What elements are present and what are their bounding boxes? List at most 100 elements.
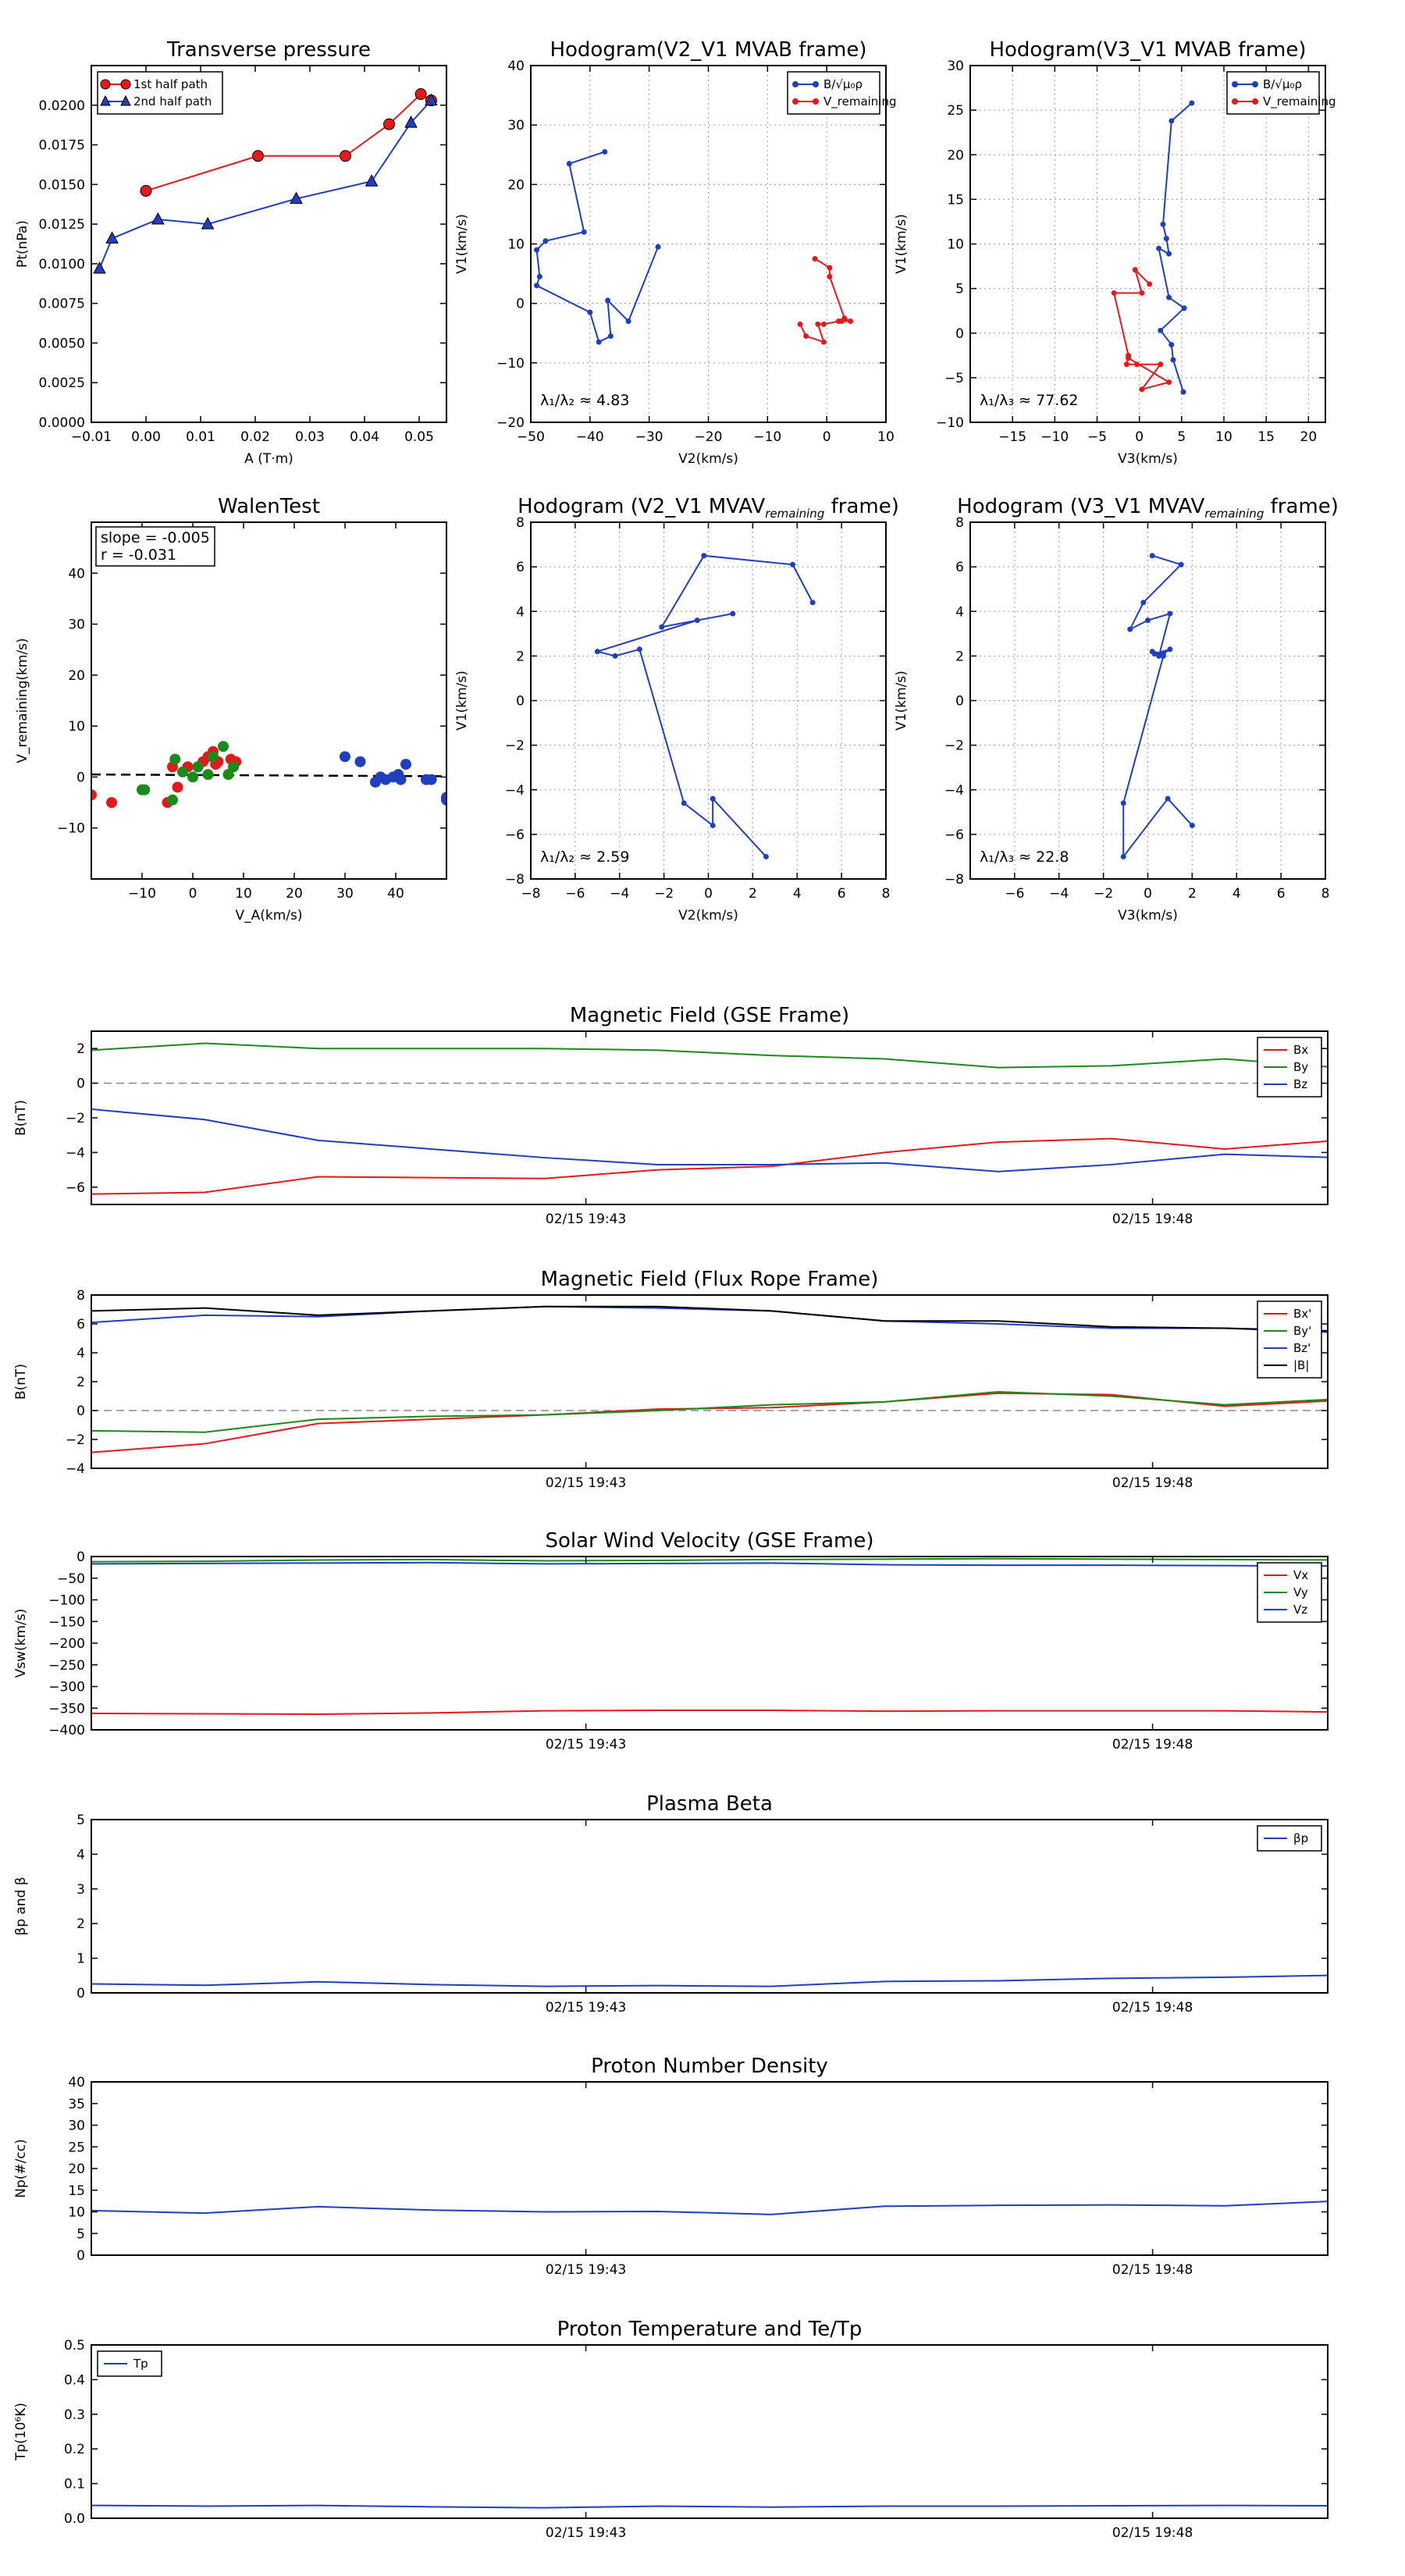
x-tick-label: 20 — [286, 886, 303, 902]
y-tick-label: 10 — [68, 2205, 85, 2221]
legend-label: Bx' — [1293, 1307, 1311, 1321]
data-point — [201, 217, 215, 229]
panel-title: Hodogram(V3_V1 MVAB frame) — [989, 38, 1306, 62]
data-point — [1149, 553, 1155, 559]
data-point — [605, 297, 611, 304]
y-tick-label: 5 — [76, 2226, 85, 2242]
y-tick-label: 3 — [76, 1882, 85, 1898]
axes-frame — [91, 2081, 1329, 2256]
y-axis-label: Vsw(km/s) — [13, 1609, 29, 1678]
x-tick-label: −40 — [576, 429, 604, 445]
axes-frame — [91, 1030, 1329, 1205]
y-tick-label: −8 — [505, 872, 525, 888]
series-line — [91, 1390, 1328, 1433]
y-tick-label: 25 — [68, 2140, 85, 2155]
legend-marker — [1232, 81, 1238, 87]
y-axis-label: B(nT) — [13, 1100, 29, 1136]
y-tick-label: 0 — [76, 1404, 85, 1419]
eigenvalue-ratio-annotation: λ₁/λ₃ ≈ 77.62 — [980, 392, 1079, 409]
x-tick-label: 6 — [1277, 886, 1286, 902]
data-layer — [91, 1974, 1328, 1987]
axes-frame — [91, 1819, 1329, 1994]
legend-label: By — [1293, 1060, 1308, 1074]
x-axis-label: V2(km/s) — [678, 908, 738, 923]
y-tick-label: 35 — [68, 2097, 85, 2112]
legend-marker — [100, 79, 111, 90]
x-tick-label: 02/15 19:43 — [546, 2262, 626, 2278]
y-tick-label: 0.5 — [64, 2338, 85, 2354]
y-axis-label: βp and β — [13, 1877, 29, 1935]
y-tick-label: 2 — [516, 649, 525, 664]
panel-title-main: Magnetic Field (Flux Rope Frame) — [541, 1268, 879, 1291]
x-tick-label: 02/15 19:48 — [1112, 2525, 1193, 2541]
data-point — [809, 600, 816, 606]
y-tick-label: 40 — [68, 2075, 85, 2090]
data-point — [140, 184, 152, 197]
legend-label: Vx — [1293, 1568, 1308, 1582]
series-line — [91, 1557, 1328, 1563]
data-point — [1158, 327, 1164, 333]
axes-frame — [91, 2344, 1329, 2519]
data-point — [710, 822, 716, 828]
data-point — [581, 229, 587, 235]
data-point — [790, 561, 796, 568]
y-tick-label: 30 — [507, 118, 525, 133]
data-point — [612, 653, 618, 659]
legend-label: |B| — [1293, 1358, 1309, 1372]
legend-marker — [792, 98, 799, 105]
x-tick-label: 0.03 — [295, 429, 325, 445]
data-point — [172, 781, 183, 793]
x-tick-label: −20 — [695, 429, 723, 445]
data-point — [1165, 795, 1171, 802]
legend-marker — [813, 81, 819, 87]
x-tick-label: 02/15 19:43 — [546, 2525, 626, 2541]
data-point — [228, 761, 239, 773]
y-axis-label: Np(#/cc) — [13, 2139, 29, 2197]
x-tick-label: 6 — [838, 886, 846, 902]
y-tick-label: −4 — [944, 783, 964, 799]
data-point — [625, 318, 631, 325]
data-point — [1158, 361, 1164, 368]
panel-title-main: WalenTest — [218, 495, 320, 518]
panel-mag_gse: 02/15 19:43 02/15 19:48 −6 −4 −2 0 2 Magnetic F… — [13, 1004, 1329, 1227]
y-tick-label: 5 — [76, 1813, 85, 1828]
axes-frame — [91, 65, 447, 423]
y-tick-label: −4 — [66, 1145, 85, 1161]
y-tick-label: 1 — [76, 1952, 85, 1967]
panel-title-main: Proton Number Density — [591, 2055, 828, 2078]
y-tick-label: 20 — [947, 148, 964, 163]
data-point — [594, 649, 600, 655]
data-point — [1180, 389, 1186, 395]
panel-title: Hodogram (V2_V1 MVAVremaining frame) — [518, 495, 899, 521]
data-point — [596, 339, 602, 345]
data-point — [763, 853, 769, 859]
x-tick-label: 0 — [189, 886, 197, 902]
data-layer — [1120, 553, 1195, 859]
legend-label: 1st half path — [133, 77, 208, 91]
y-tick-label: 0.0000 — [39, 415, 85, 431]
y-tick-label: 4 — [76, 1346, 85, 1361]
series-line — [91, 1392, 1328, 1453]
panel-title-main: Solar Wind Velocity (GSE Frame) — [545, 1529, 873, 1553]
legend-label: Vy — [1293, 1585, 1308, 1599]
series-line — [91, 1305, 1328, 1333]
legend-label: βp — [1293, 1831, 1308, 1845]
x-tick-label: −15 — [998, 429, 1026, 445]
y-tick-label: 25 — [947, 103, 964, 119]
data-point — [365, 174, 379, 187]
x-tick-label: 0.01 — [186, 429, 215, 445]
x-tick-label: 02/15 19:43 — [546, 1475, 626, 1491]
x-tick-label: 0.05 — [404, 429, 434, 445]
x-tick-label: 02/15 19:43 — [546, 2000, 626, 2016]
x-tick-label: 0.04 — [350, 429, 379, 445]
panel-title: Hodogram (V3_V1 MVAVremaining frame) — [957, 495, 1339, 521]
y-tick-label: 4 — [955, 604, 964, 620]
data-point — [848, 318, 853, 325]
data-point — [395, 774, 407, 785]
data-point — [425, 93, 438, 106]
data-point — [636, 646, 642, 653]
x-tick-label: 5 — [1177, 429, 1186, 445]
axes-frame — [91, 521, 447, 880]
